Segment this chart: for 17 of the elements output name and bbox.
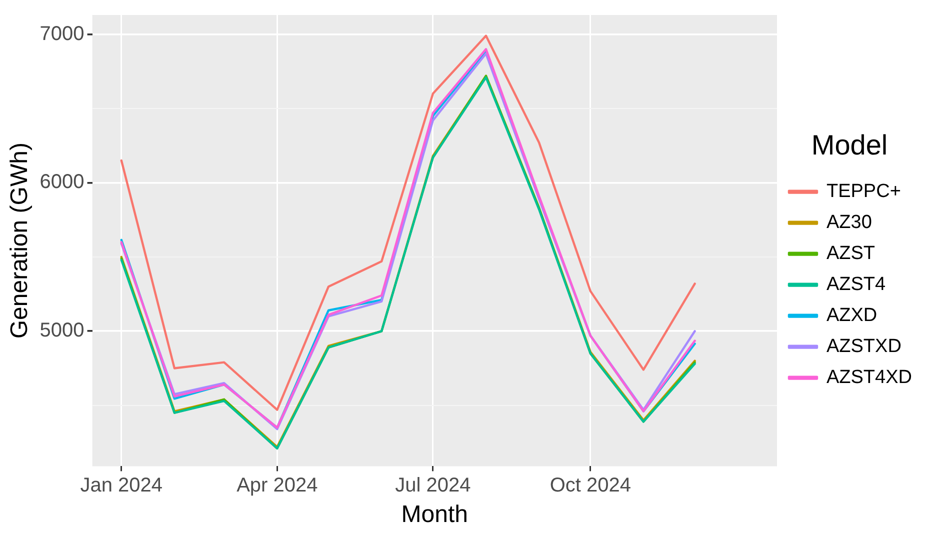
legend-title: Model (811, 129, 888, 160)
y-tick-label: 6000 (40, 171, 84, 194)
y-tick-label: 7000 (40, 22, 84, 45)
legend-label: AZSTXD (826, 336, 902, 358)
legend-label: AZST4 (826, 274, 886, 296)
legend-label: AZ30 (826, 212, 872, 234)
x-tick-label: Apr 2024 (236, 474, 318, 497)
legend-label: AZST (826, 243, 876, 264)
y-tick-label: 5000 (40, 320, 84, 342)
y-axis-title: Generation (GWh) (6, 142, 34, 339)
x-axis-title: Month (401, 501, 468, 528)
x-tick-label: Oct 2024 (550, 474, 631, 497)
x-tick-label: Jan 2024 (80, 474, 163, 497)
legend-label: AZST4XD (826, 367, 912, 388)
legend-label: TEPPC+ (826, 181, 901, 202)
x-tick-label: Jul 2024 (395, 474, 471, 497)
legend-label: AZXD (826, 305, 878, 326)
